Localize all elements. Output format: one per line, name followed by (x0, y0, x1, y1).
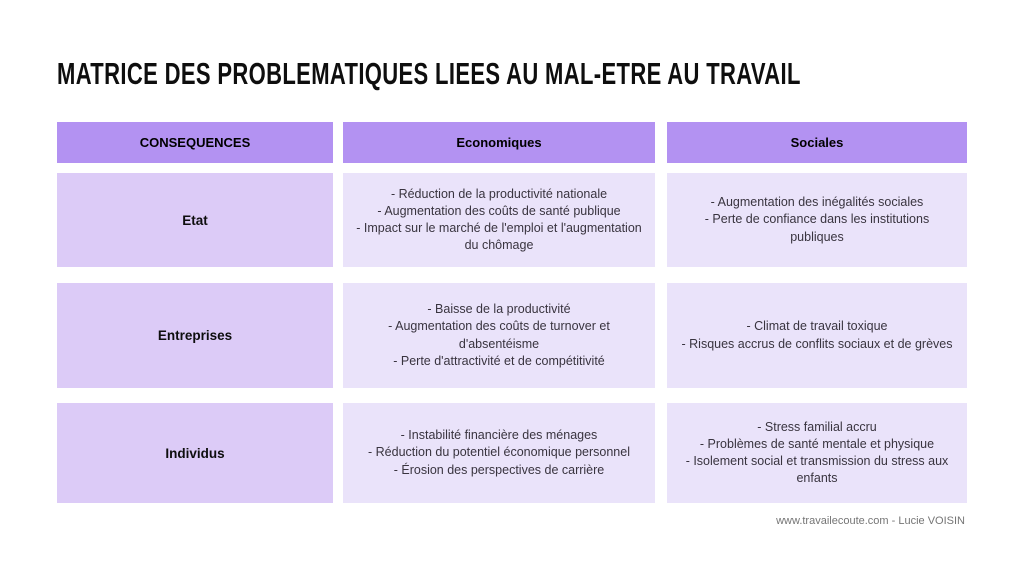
row-label-etat: Etat (57, 173, 333, 267)
column-header-consequences: CONSEQUENCES (57, 122, 333, 163)
cell-etat-sociales: - Augmentation des inégalités sociales -… (667, 173, 967, 267)
table-row: Etat - Réduction de la productivité nati… (57, 173, 967, 267)
row-label-individus: Individus (57, 403, 333, 503)
row-label-entreprises: Entreprises (57, 283, 333, 388)
cell-entreprises-sociales: - Climat de travail toxique - Risques ac… (667, 283, 967, 388)
footer-credit: www.travailecoute.com - Lucie VOISIN (776, 515, 965, 527)
page-title: MATRICE DES PROBLEMATIQUES LIEES AU MAL-… (57, 56, 801, 91)
table-row: Individus - Instabilité financière des m… (57, 403, 967, 503)
cell-individus-sociales: - Stress familial accru - Problèmes de s… (667, 403, 967, 503)
cell-individus-economiques: - Instabilité financière des ménages - R… (343, 403, 655, 503)
cell-entreprises-economiques: - Baisse de la productivité - Augmentati… (343, 283, 655, 388)
column-header-sociales: Sociales (667, 122, 967, 163)
table-header-row: CONSEQUENCES Economiques Sociales (57, 122, 967, 163)
cell-etat-economiques: - Réduction de la productivité nationale… (343, 173, 655, 267)
table-row: Entreprises - Baisse de la productivité … (57, 283, 967, 388)
column-header-economiques: Economiques (343, 122, 655, 163)
